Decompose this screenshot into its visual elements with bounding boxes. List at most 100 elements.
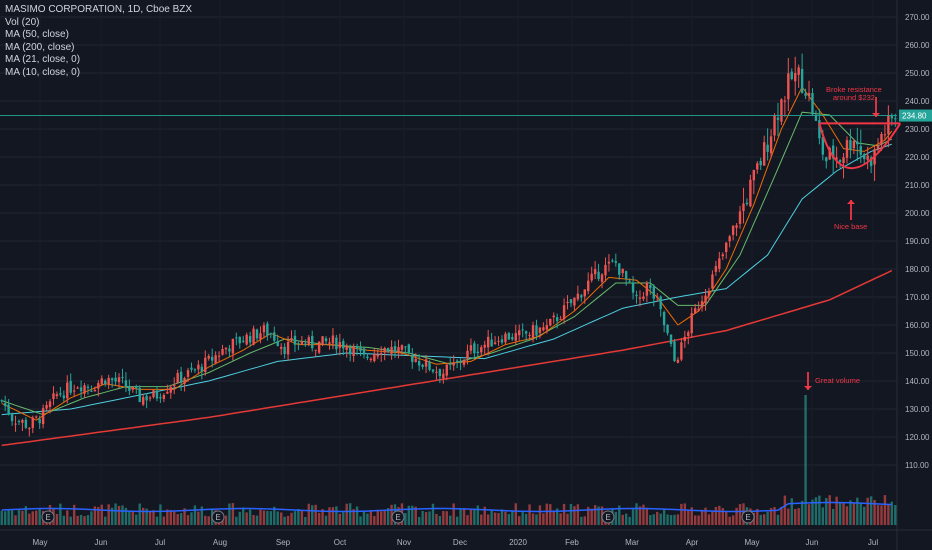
candle-body	[276, 341, 279, 346]
earnings-marker-label: E	[215, 513, 220, 522]
candlesticks	[0, 53, 897, 437]
volume-bar	[321, 509, 324, 525]
volume-bar	[697, 515, 700, 525]
candle-body	[152, 390, 155, 398]
legend-ma200[interactable]: MA (200, close)	[5, 41, 75, 53]
candle-body	[404, 346, 407, 348]
volume-bar	[455, 516, 459, 525]
volume-bar	[324, 515, 328, 525]
legend-ma10[interactable]: MA (10, close, 0)	[5, 66, 81, 78]
volume-bar	[628, 516, 631, 525]
volume-bar	[849, 500, 852, 525]
volume-bar	[624, 513, 628, 525]
base-annotation: Nice base	[834, 222, 868, 231]
volume-bar	[290, 512, 293, 525]
candle-body	[183, 378, 186, 384]
candle-body	[362, 348, 366, 355]
symbol-title[interactable]: MASIMO CORPORATION, 1D, Cboe BZX	[5, 4, 193, 15]
x-tick-label: Jul	[155, 538, 165, 547]
candle-body	[831, 145, 835, 159]
candle-body	[210, 356, 214, 361]
volume-bar	[704, 507, 707, 525]
volume-bar	[445, 511, 448, 525]
candle-body	[683, 336, 687, 341]
volume-bar	[845, 506, 849, 525]
volume-bar	[411, 505, 414, 525]
volume-bar	[407, 505, 411, 525]
candle-body	[642, 296, 645, 299]
candle-body	[645, 282, 649, 296]
candle-body	[286, 341, 290, 355]
candle-body	[524, 331, 528, 334]
candle-body	[780, 99, 783, 122]
candle-body	[262, 325, 266, 333]
candle-body	[342, 341, 345, 349]
volume-bar	[179, 513, 183, 525]
volume-bar	[207, 516, 210, 525]
legend-vol[interactable]: Vol (20)	[5, 16, 40, 28]
volume-bar	[735, 507, 738, 525]
candle-body	[621, 268, 624, 274]
volume-bar	[417, 516, 421, 525]
y-tick-label: 250.00	[905, 69, 930, 78]
x-tick-label: Jun	[806, 538, 819, 547]
volume-bar	[242, 507, 245, 525]
y-tick-label: 260.00	[905, 41, 930, 50]
candle-body	[600, 274, 604, 282]
price-axis[interactable]: 270.00 260.00 250.00 240.00 230.00 220.00 210.…	[899, 13, 932, 470]
candle-body	[894, 118, 897, 120]
candle-body	[293, 335, 297, 345]
candle-body	[624, 271, 628, 279]
volume-bar	[649, 515, 652, 525]
candle-body	[794, 73, 797, 82]
volume-bar	[528, 504, 531, 525]
volume-bar	[828, 495, 831, 525]
volume-bar	[814, 497, 818, 525]
candle-body	[438, 369, 442, 377]
volume-bar	[269, 511, 273, 525]
last-price-label: 234.80	[902, 112, 927, 121]
volume-bar	[576, 504, 580, 525]
y-tick-label: 160.00	[905, 321, 930, 330]
volume-bar	[825, 497, 828, 525]
candle-body	[542, 327, 545, 331]
candle-body	[35, 416, 38, 418]
legend-ma50[interactable]: MA (50, close)	[5, 29, 69, 40]
candle-body	[445, 364, 448, 376]
candle-body	[324, 338, 328, 342]
volume-bar	[756, 508, 759, 525]
candle-body	[45, 404, 48, 409]
volume-bar	[166, 509, 169, 525]
volume-bar	[518, 516, 521, 525]
candle-body	[17, 421, 21, 423]
volume-bar	[283, 516, 286, 525]
candle-body	[179, 371, 183, 383]
candle-body	[876, 145, 880, 150]
candle-body	[159, 397, 162, 399]
candle-body	[86, 386, 90, 388]
y-tick-label: 240.00	[905, 97, 930, 106]
volume-bar	[228, 503, 231, 525]
time-axis[interactable]: May Jun Jul Aug Sep Oct Nov Dec 2020 Feb Mar Apr May…	[32, 538, 878, 547]
volume-bar	[687, 510, 690, 525]
resistance-annotation-line1: Broke resistance	[826, 85, 882, 94]
candle-body	[221, 348, 224, 355]
candle-body	[614, 261, 618, 263]
volume-bar	[169, 510, 172, 525]
volume-bar	[866, 497, 869, 525]
volume-bar	[438, 516, 442, 525]
candle-body	[469, 345, 473, 351]
volume-bar	[593, 505, 597, 525]
volume-bar	[656, 511, 659, 525]
volume-bar	[93, 506, 97, 525]
legend-ma21[interactable]: MA (21, close, 0)	[5, 54, 81, 65]
candle-body	[411, 355, 414, 363]
volume-bar	[273, 506, 276, 525]
volume-bar	[807, 504, 811, 525]
candle-body	[776, 117, 780, 120]
ma50-line	[1, 143, 892, 416]
y-tick-label: 110.00	[905, 461, 929, 470]
candle-body	[442, 373, 445, 379]
volume-bar	[659, 513, 662, 525]
